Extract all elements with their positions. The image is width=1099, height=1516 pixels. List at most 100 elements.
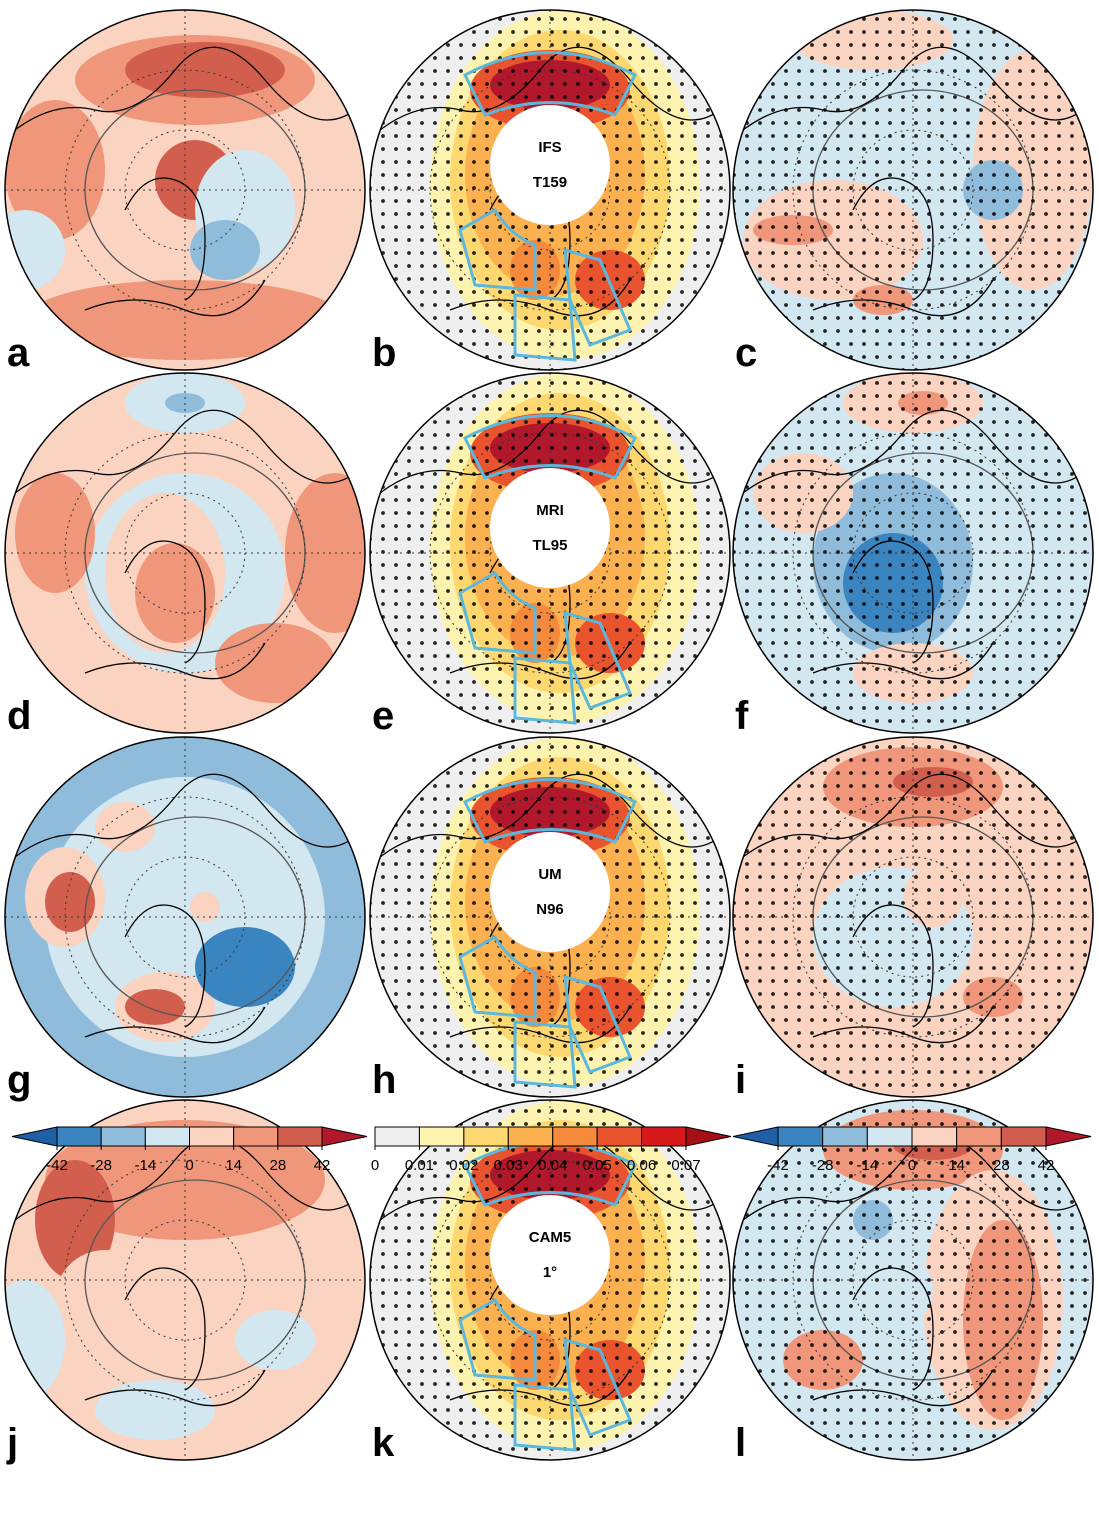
field <box>5 210 65 290</box>
field <box>55 1250 155 1350</box>
colorbar-tick-label: -14 <box>856 1157 878 1174</box>
colorbar-segment <box>463 1126 509 1147</box>
model-resolution: T159 <box>533 174 567 191</box>
colorbar-segment <box>507 1126 554 1147</box>
colorbar: 0 0.01 0.02 0.03 0.04 0.05 0.06 0.07 <box>371 1126 732 1174</box>
colorbar-tick-label: 0 <box>185 1157 193 1174</box>
map-panel: a <box>4 9 366 375</box>
colorbar: -42 -28 -14 0 14 28 42 <box>732 1126 1092 1174</box>
region-box <box>513 1383 577 1452</box>
map-panel: IFS T159 b <box>369 9 731 375</box>
panel-letter: i <box>735 1058 746 1102</box>
mask-hole <box>490 1195 610 1315</box>
map-panel: f <box>732 372 1094 738</box>
model-name: UM <box>538 866 561 883</box>
panel-letter: l <box>735 1421 746 1465</box>
colorbar-tick-label: -28 <box>812 1157 834 1174</box>
model-name: IFS <box>538 139 561 156</box>
colorbar-segment <box>277 1126 323 1147</box>
panel-letter: h <box>372 1058 396 1102</box>
colorbar-extend <box>732 1126 779 1147</box>
panel-letter: j <box>6 1421 18 1465</box>
mask-hole <box>490 468 610 588</box>
colorbar-tick-label: 0.04 <box>538 1157 567 1174</box>
map-panel: UM N96 h <box>369 736 731 1102</box>
colorbar-tick-label: 0.01 <box>405 1157 434 1174</box>
colorbar-segment <box>777 1126 824 1147</box>
field <box>190 220 260 280</box>
colorbar-segment <box>956 1126 1002 1147</box>
map-outline <box>369 372 731 734</box>
model-resolution: N96 <box>536 901 564 918</box>
colorbar-tick-label: 0.07 <box>671 1157 700 1174</box>
map-outline <box>732 736 1094 1098</box>
field <box>95 1380 215 1440</box>
colorbar-extend <box>321 1126 368 1147</box>
region-box <box>458 1297 537 1382</box>
colorbar-tick-label: -28 <box>90 1157 112 1174</box>
map-body <box>5 737 365 1097</box>
map-outline <box>4 1099 366 1461</box>
map-body <box>733 1100 1093 1460</box>
colorbar-tick-label: 42 <box>1038 1157 1055 1174</box>
region-box <box>463 1141 637 1207</box>
colorbar-extend <box>685 1126 732 1147</box>
colorbar: -42 -28 -14 0 14 28 42 <box>11 1126 368 1174</box>
colorbar-segment <box>144 1126 190 1147</box>
map-panel: g <box>4 736 366 1102</box>
map-body <box>5 10 365 370</box>
field <box>135 543 215 643</box>
panel-letter: k <box>372 1421 395 1465</box>
region-box <box>563 247 632 347</box>
colorbar-tick-label: -14 <box>134 1157 156 1174</box>
map-body <box>733 10 1093 370</box>
colorbar-tick-label: -42 <box>46 1157 68 1174</box>
region-box <box>513 656 577 725</box>
region-box <box>458 207 537 292</box>
map-body <box>5 1100 365 1460</box>
region-box <box>513 1020 577 1089</box>
colorbar-segment <box>1000 1126 1047 1147</box>
colorbar-segment <box>233 1126 279 1147</box>
model-resolution: 1° <box>543 1264 557 1281</box>
field <box>95 802 155 852</box>
panel-letter: c <box>735 331 757 375</box>
map-outline <box>732 9 1094 371</box>
region-box <box>463 51 637 117</box>
map-body <box>370 737 730 1097</box>
colorbar-segment <box>641 1126 687 1147</box>
colorbar-segment <box>552 1126 598 1147</box>
map-panel: CAM5 1° k <box>369 1099 731 1465</box>
field <box>125 42 285 98</box>
panel-letter: b <box>372 331 396 375</box>
region-box <box>458 570 537 655</box>
colorbar-tick-label: -42 <box>767 1157 789 1174</box>
field <box>5 1280 65 1400</box>
colorbar-segment <box>56 1126 102 1147</box>
colorbar-tick-label: 14 <box>948 1157 965 1174</box>
map-body <box>370 373 730 733</box>
map-outline <box>732 372 1094 734</box>
field <box>235 1310 315 1370</box>
field <box>25 280 345 360</box>
map-body <box>733 373 1093 733</box>
colorbar-tick-label: 14 <box>225 1157 242 1174</box>
model-resolution: TL95 <box>532 537 567 554</box>
region-box <box>563 974 632 1074</box>
colorbar-tick-label: 0.05 <box>583 1157 612 1174</box>
field <box>5 100 105 240</box>
field <box>195 927 295 1007</box>
panel-letter: d <box>7 694 31 738</box>
map-panel: l <box>732 1099 1094 1465</box>
colorbar-segment <box>418 1126 465 1147</box>
map-outline <box>4 9 366 371</box>
colorbar-extend <box>1045 1126 1092 1147</box>
region-box <box>458 934 537 1019</box>
colorbar-tick-label: 0 <box>371 1157 379 1174</box>
map-body <box>370 10 730 370</box>
field <box>125 989 185 1025</box>
region-box <box>513 293 577 362</box>
map-outline <box>4 372 366 734</box>
panel-letter: e <box>372 694 394 738</box>
